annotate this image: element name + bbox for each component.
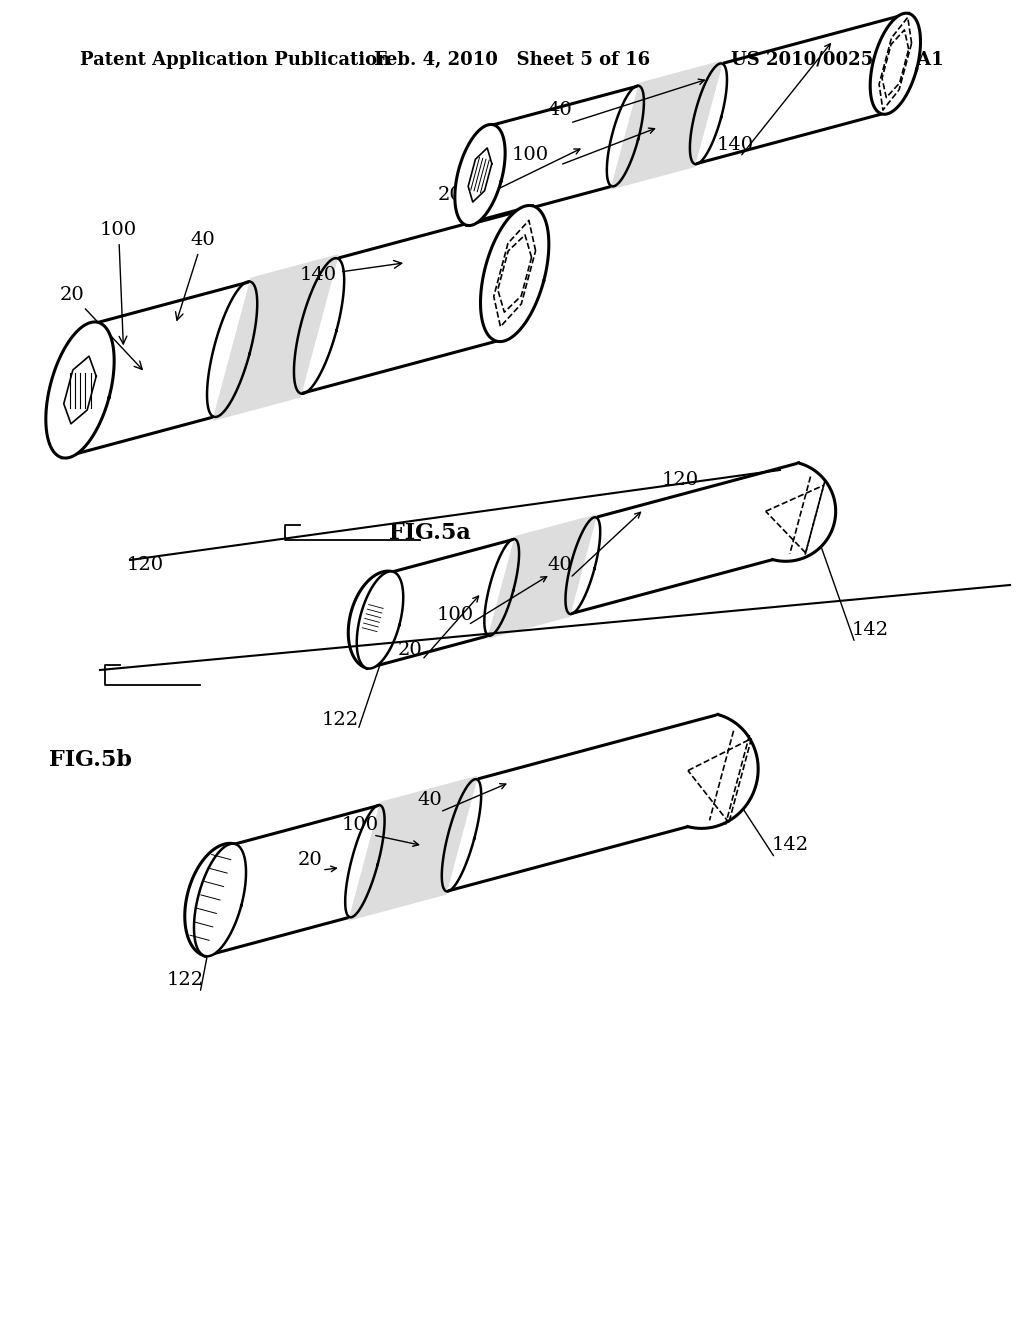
Text: 40: 40	[548, 102, 572, 119]
Polygon shape	[348, 572, 393, 668]
Polygon shape	[349, 776, 477, 920]
Text: 40: 40	[418, 791, 442, 809]
Text: 40: 40	[548, 556, 572, 574]
Polygon shape	[611, 61, 723, 189]
Polygon shape	[194, 843, 246, 956]
Polygon shape	[480, 206, 549, 342]
Text: 100: 100	[511, 147, 549, 164]
Text: 120: 120	[662, 471, 698, 488]
Text: 100: 100	[436, 606, 473, 624]
Text: 142: 142	[771, 836, 809, 854]
Text: 120: 120	[126, 556, 164, 574]
Text: 40: 40	[175, 231, 215, 321]
Polygon shape	[356, 572, 403, 668]
Text: 20: 20	[437, 186, 463, 205]
Text: Patent Application Publication: Patent Application Publication	[80, 51, 390, 69]
Text: FIG.5a: FIG.5a	[389, 521, 471, 544]
Text: Feb. 4, 2010   Sheet 5 of 16: Feb. 4, 2010 Sheet 5 of 16	[374, 51, 650, 69]
Polygon shape	[773, 463, 836, 561]
Polygon shape	[467, 13, 909, 226]
Polygon shape	[488, 515, 596, 638]
Text: 20: 20	[60, 286, 142, 370]
Text: 142: 142	[851, 620, 889, 639]
Text: 100: 100	[341, 816, 379, 834]
Polygon shape	[455, 124, 505, 226]
Text: 140: 140	[717, 136, 754, 154]
Polygon shape	[61, 206, 532, 458]
Text: 122: 122	[322, 711, 358, 729]
Polygon shape	[213, 255, 338, 420]
Polygon shape	[184, 843, 236, 956]
Text: 140: 140	[300, 260, 401, 284]
Polygon shape	[46, 322, 114, 458]
Text: 20: 20	[298, 851, 323, 869]
Text: 122: 122	[167, 972, 204, 989]
Text: 100: 100	[100, 220, 137, 345]
Text: FIG.5b: FIG.5b	[48, 748, 131, 771]
Polygon shape	[367, 463, 799, 668]
Text: 20: 20	[397, 642, 422, 659]
Text: US 2010/0025280 A1: US 2010/0025280 A1	[731, 51, 944, 69]
Polygon shape	[688, 714, 758, 829]
Polygon shape	[870, 13, 921, 115]
Polygon shape	[205, 714, 718, 956]
